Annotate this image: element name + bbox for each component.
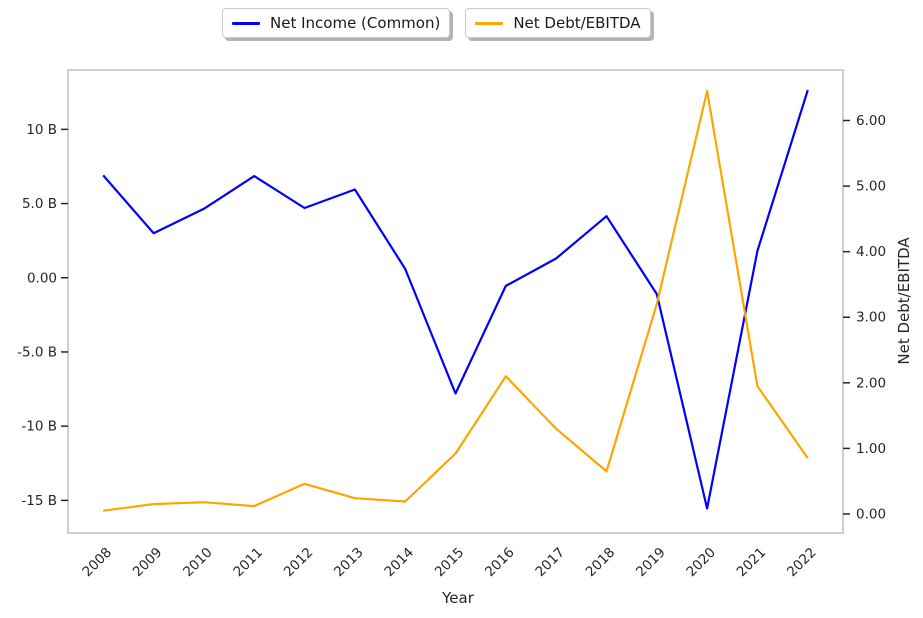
left-y-tick-label: -10 B <box>21 419 57 435</box>
series-line-net-income-common- <box>102 89 809 510</box>
legend: Net Income (Common) Net Debt/EBITDA <box>222 8 651 38</box>
x-tick-label: 2011 <box>230 545 266 581</box>
net-debt-ebitda-line-swatch <box>475 21 504 25</box>
x-tick-label: 2014 <box>381 545 417 581</box>
x-tick-label: 2019 <box>633 545 669 581</box>
x-tick-label: 2018 <box>583 545 619 581</box>
right-y-tick-label: 1.00 <box>856 441 886 457</box>
legend-item-net-income: Net Income (Common) <box>222 8 451 38</box>
left-y-tick-label: 5.0 B <box>22 196 57 212</box>
x-tick-label: 2010 <box>180 545 216 581</box>
x-tick-label: 2008 <box>79 545 115 581</box>
legend-item-net-debt-ebitda: Net Debt/EBITDA <box>465 8 651 38</box>
right-y-tick-label: 0.00 <box>856 506 886 522</box>
left-y-tick-label: -15 B <box>21 493 57 509</box>
right-y-axis-title: Net Debt/EBITDA <box>895 237 913 365</box>
x-tick-label: 2020 <box>683 545 719 581</box>
right-y-tick-label: 4.00 <box>856 244 886 260</box>
left-y-tick-label: 10 B <box>26 122 57 138</box>
x-tick-label: 2021 <box>734 545 770 581</box>
right-y-tick-label: 6.00 <box>856 113 886 129</box>
x-axis-title: Year <box>441 589 475 607</box>
net-income-line-swatch <box>232 21 260 25</box>
x-tick-label: 2016 <box>482 545 518 581</box>
left-y-tick-label: 0.00 <box>27 270 57 286</box>
right-y-tick-label: 5.00 <box>856 179 886 195</box>
right-y-tick-label: 2.00 <box>856 375 886 391</box>
x-tick-label: 2009 <box>130 545 166 581</box>
legend-label-net-debt-ebitda: Net Debt/EBITDA <box>513 14 641 32</box>
right-y-tick-label: 3.00 <box>856 310 886 326</box>
x-tick-label: 2015 <box>432 545 468 581</box>
plot-frame <box>67 69 844 534</box>
left-y-tick-label: -5.0 B <box>17 344 57 360</box>
series-line-net-debt-ebitda <box>103 89 809 512</box>
x-tick-label: 2013 <box>331 545 367 581</box>
legend-label-net-income: Net Income (Common) <box>270 14 441 32</box>
x-tick-label: 2012 <box>281 545 317 581</box>
x-tick-label: 2017 <box>532 545 568 581</box>
x-tick-label: 2022 <box>784 545 820 581</box>
